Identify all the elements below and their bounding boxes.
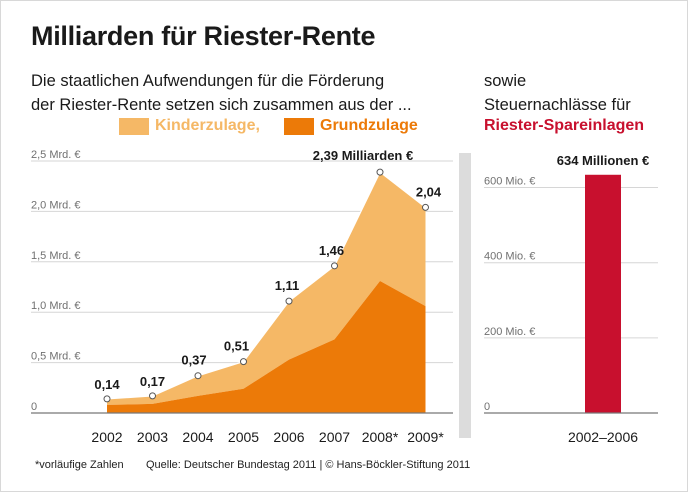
data-label: 0,51 xyxy=(224,339,249,354)
y-tick-label: 0 xyxy=(31,401,37,413)
x-tick-label: 2005 xyxy=(228,429,259,445)
subtitle-right-line-1: sowie xyxy=(484,72,527,90)
source-note: Quelle: Deutscher Bundestag 2011 | © Han… xyxy=(146,459,471,471)
y-tick-label: 400 Mio. € xyxy=(484,251,535,263)
footnote: *vorläufige Zahlen xyxy=(35,459,124,471)
x-tick-label: 2008* xyxy=(362,429,399,445)
subtitle-left-line-1: Die staatlichen Aufwendungen für die För… xyxy=(31,72,385,90)
y-tick-label: 600 Mio. € xyxy=(484,176,535,188)
legend-swatch-grundzulage xyxy=(284,117,314,135)
data-label: 0,14 xyxy=(94,377,120,392)
data-point xyxy=(149,392,156,400)
area-kinderzulage xyxy=(107,172,426,405)
data-label: 0,37 xyxy=(181,353,206,368)
x-tick-label: 2002 xyxy=(91,429,122,445)
data-label: 1,11 xyxy=(275,278,300,293)
bar-spareinlagen xyxy=(585,174,621,413)
legend-spareinlagen: Riester-Spareinlagen xyxy=(484,117,644,135)
data-point xyxy=(103,395,111,403)
legend-swatch-kinderzulage xyxy=(119,117,149,135)
total-line xyxy=(106,171,426,400)
data-label: 634 Millionen € xyxy=(557,153,649,168)
legend-label-kinderzulage: Kinderzulage, xyxy=(155,117,260,134)
y-tick-label: 0,5 Mrd. € xyxy=(31,351,81,363)
subtitle-left: Die staatlichen Aufwendungen für die För… xyxy=(31,69,412,117)
x-tick-label: 2009* xyxy=(407,429,444,445)
x-tick-label: 2006 xyxy=(273,429,304,445)
chart-subsidies: 0 0,5 Mrd. € 1,0 Mrd. € 1,5 Mrd. € 2,0 Mrd. … xyxy=(31,148,453,445)
data-label: 1,46 xyxy=(319,243,344,258)
data-point xyxy=(422,203,429,211)
legend-label-grundzulage: Grundzulage xyxy=(320,117,418,134)
data-point xyxy=(240,358,247,366)
data-label: 0,17 xyxy=(140,374,165,389)
y-tick-label: 2,5 Mrd. € xyxy=(31,149,81,161)
data-point xyxy=(285,297,293,305)
data-point xyxy=(194,372,202,380)
x-tick-label: 2003 xyxy=(137,429,168,445)
panel-separator xyxy=(459,153,471,438)
y-tick-label: 200 Mio. € xyxy=(484,326,535,338)
page-title: Milliarden für Riester-Rente xyxy=(31,21,376,51)
y-tick-label: 1,0 Mrd. € xyxy=(31,300,81,312)
x-tick-label: 2004 xyxy=(182,429,213,445)
subtitle-left-line-2: der Riester-Rente setzen sich zusammen a… xyxy=(31,96,412,114)
chart-tax-savings: 0 200 Mio. € 400 Mio. € 600 Mio. € 634 Milli… xyxy=(484,153,658,445)
data-point xyxy=(376,168,384,176)
y-tick-label: 0 xyxy=(484,401,490,413)
legend-label-spareinlagen: Riester-Spareinlagen xyxy=(484,117,645,134)
data-label: 2,39 Milliarden € xyxy=(313,148,413,163)
area-grundzulage xyxy=(107,280,426,413)
x-tick-label: 2007 xyxy=(319,429,350,445)
y-tick-label: 2,0 Mrd. € xyxy=(31,199,81,211)
y-tick-label: 1,5 Mrd. € xyxy=(31,250,81,262)
data-point xyxy=(331,262,338,270)
subtitle-right: sowie Steuernachlässe für xyxy=(484,69,631,117)
x-tick-label: 2002–2006 xyxy=(568,429,638,445)
subtitle-right-line-2: Steuernachlässe für xyxy=(484,96,631,114)
legend-grundzulage: Grundzulage xyxy=(284,117,418,135)
legend-kinderzulage: Kinderzulage, xyxy=(119,117,260,135)
data-label: 2,04 xyxy=(416,184,442,199)
